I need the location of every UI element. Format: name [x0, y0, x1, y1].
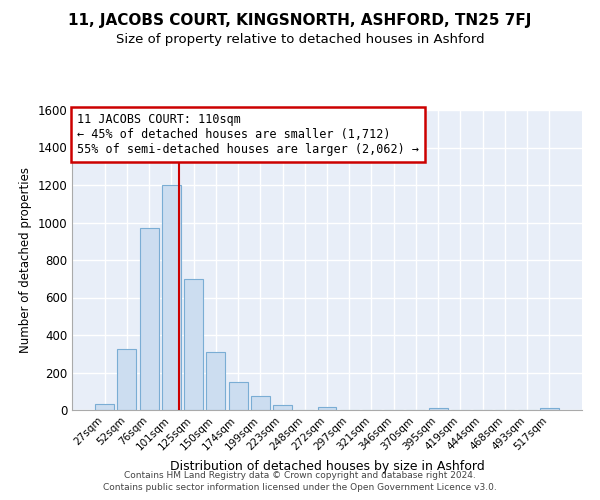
Bar [162, 185, 181, 410]
Text: Contains public sector information licensed under the Open Government Licence v3: Contains public sector information licen… [103, 484, 497, 492]
Bar [140, 228, 158, 410]
Bar [273, 406, 292, 410]
Bar [229, 382, 248, 410]
Bar [118, 349, 136, 410]
Text: Size of property relative to detached houses in Ashford: Size of property relative to detached ho… [116, 32, 484, 46]
Text: 11, JACOBS COURT, KINGSNORTH, ASHFORD, TN25 7FJ: 11, JACOBS COURT, KINGSNORTH, ASHFORD, T… [68, 12, 532, 28]
Text: Contains HM Land Registry data © Crown copyright and database right 2024.: Contains HM Land Registry data © Crown c… [124, 471, 476, 480]
Bar [206, 352, 225, 410]
Bar [540, 408, 559, 410]
X-axis label: Distribution of detached houses by size in Ashford: Distribution of detached houses by size … [170, 460, 484, 473]
Bar [184, 279, 203, 410]
Bar [429, 408, 448, 410]
Bar [95, 404, 114, 410]
Text: 11 JACOBS COURT: 110sqm
← 45% of detached houses are smaller (1,712)
55% of semi: 11 JACOBS COURT: 110sqm ← 45% of detache… [77, 113, 419, 156]
Y-axis label: Number of detached properties: Number of detached properties [19, 167, 32, 353]
Bar [317, 406, 337, 410]
Bar [251, 396, 270, 410]
